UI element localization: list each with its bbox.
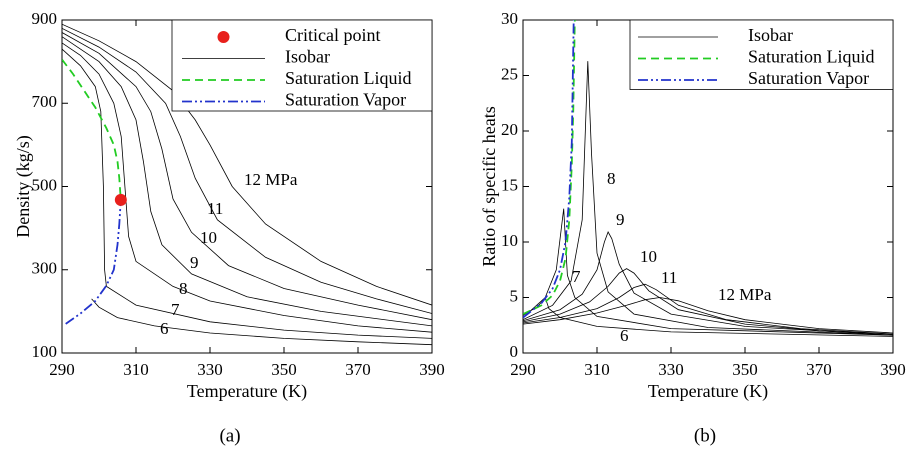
- isobar-line: [523, 297, 893, 334]
- legend-label: Saturation Vapor: [285, 90, 406, 110]
- x-tick-label: 310: [584, 360, 610, 379]
- legend-label: Saturation Liquid: [285, 68, 411, 88]
- y-tick-label: 20: [501, 120, 518, 139]
- x-tick-label: 390: [880, 360, 906, 379]
- x-tick-label: 310: [123, 360, 149, 379]
- isobar-label: 6: [620, 326, 629, 345]
- legend-label: Isobar: [285, 47, 330, 67]
- x-tick-label: 330: [658, 360, 684, 379]
- y-tick-label: 10: [501, 231, 518, 250]
- y-tick-label: 100: [32, 342, 58, 361]
- saturation-line: [523, 19, 575, 319]
- isobar-line: [523, 283, 893, 335]
- isobar-label: 12 MPa: [718, 285, 772, 304]
- isobar-label: 7: [171, 300, 180, 319]
- isobar-line: [62, 36, 432, 327]
- isobar-line: [523, 208, 893, 336]
- isobar-label: 11: [661, 268, 677, 287]
- x-axis-label: Temperature (K): [187, 381, 307, 402]
- legend-marker: [217, 31, 230, 43]
- isobar-label: 9: [616, 210, 625, 229]
- x-tick-label: 370: [345, 360, 371, 379]
- isobar-line: [62, 42, 432, 333]
- isobar-label: 8: [607, 169, 616, 188]
- y-tick-label: 15: [501, 175, 518, 194]
- isobar-label: 6: [160, 319, 169, 338]
- isobar-label: 8: [179, 279, 188, 298]
- legend-label: Critical point: [285, 25, 380, 45]
- isobar-line: [62, 27, 432, 314]
- y-tick-label: 500: [32, 175, 58, 194]
- x-axis-label: Temperature (K): [648, 381, 768, 402]
- x-tick-label: 290: [49, 360, 75, 379]
- y-axis-label: Ratio of specific heats: [479, 106, 499, 266]
- isobar-line: [62, 48, 432, 339]
- y-tick-label: 30: [501, 9, 518, 28]
- isobar-line: [91, 298, 432, 346]
- y-tick-label: 300: [32, 259, 58, 278]
- legend-box: [629, 19, 894, 90]
- x-tick-label: 370: [806, 360, 832, 379]
- isobar-line: [523, 231, 893, 336]
- x-tick-label: 350: [732, 360, 758, 379]
- isobar-label: 12 MPa: [244, 170, 298, 189]
- isobar-line: [523, 296, 893, 337]
- critical-point: [114, 193, 127, 206]
- isobar-label: 10: [200, 228, 217, 247]
- legend-label: Saturation Liquid: [748, 47, 874, 67]
- isobar-label: 9: [190, 253, 199, 272]
- caption: (a): [219, 425, 240, 446]
- caption: (b): [694, 425, 716, 446]
- y-tick-label: 25: [501, 64, 518, 83]
- x-tick-label: 350: [271, 360, 297, 379]
- isobar-label: 10: [640, 247, 657, 266]
- y-tick-label: 5: [510, 286, 519, 305]
- saturation-line: [65, 199, 122, 325]
- isobar-label: 11: [207, 199, 223, 218]
- y-tick-label: 0: [510, 342, 519, 361]
- saturation-line: [62, 58, 122, 200]
- x-tick-label: 390: [419, 360, 445, 379]
- isobar-line: [62, 23, 432, 306]
- isobar-label: 7: [572, 267, 581, 286]
- legend-label: Saturation Vapor: [748, 68, 869, 88]
- y-axis-label: Density (kg/s): [13, 135, 34, 238]
- isobar-line: [523, 268, 893, 335]
- isobar-line: [523, 61, 893, 336]
- legend-label: Isobar: [748, 25, 793, 45]
- x-tick-label: 330: [197, 360, 223, 379]
- isobar-line: [62, 32, 432, 321]
- x-tick-label: 290: [510, 360, 536, 379]
- legend-box: [171, 19, 433, 112]
- y-tick-label: 900: [32, 9, 58, 28]
- y-tick-label: 700: [32, 92, 58, 111]
